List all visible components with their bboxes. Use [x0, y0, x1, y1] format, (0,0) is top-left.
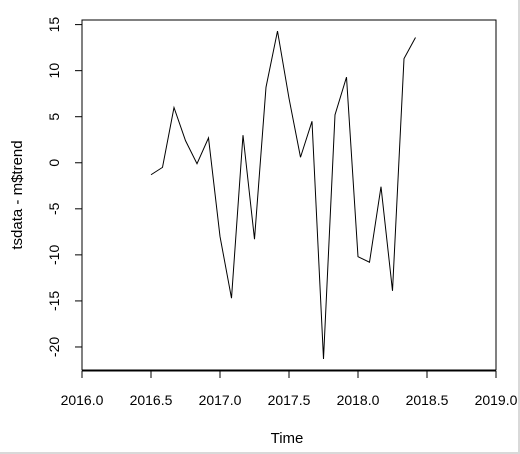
y-tick-label: 5 [46, 113, 62, 121]
y-tick-label: -10 [46, 245, 62, 265]
plot-frame [81, 19, 497, 371]
window-bottom-edge [0, 452, 520, 454]
window-right-edge [518, 0, 520, 454]
x-tick-label: 2016.0 [61, 392, 104, 408]
x-tick-label: 2018.0 [337, 392, 380, 408]
y-axis: 15 10 5 0 -5 -10 -15 -20 [46, 17, 83, 357]
x-tick-label: 2017.5 [268, 392, 311, 408]
y-tick-label: 0 [46, 159, 62, 167]
series-line [150, 30, 416, 359]
y-tick-label: -20 [46, 337, 62, 357]
y-tick-label: 10 [46, 63, 62, 79]
x-tick-label: 2019.0 [475, 392, 518, 408]
x-tick-label: 2018.5 [406, 392, 449, 408]
x-axis: 2016.0 2016.5 2017.0 2017.5 2018.0 2018.5 2019… [61, 370, 518, 408]
series-layer [150, 30, 416, 359]
x-tick-label: 2017.0 [199, 392, 242, 408]
y-tick-label: -5 [46, 202, 62, 215]
y-tick-label: -15 [46, 291, 62, 311]
x-tick-label: 2016.5 [130, 392, 173, 408]
y-axis-title: tsdata - m$trend [9, 140, 26, 249]
y-tick-label: 15 [46, 17, 62, 33]
x-axis-title: Time [271, 430, 304, 447]
